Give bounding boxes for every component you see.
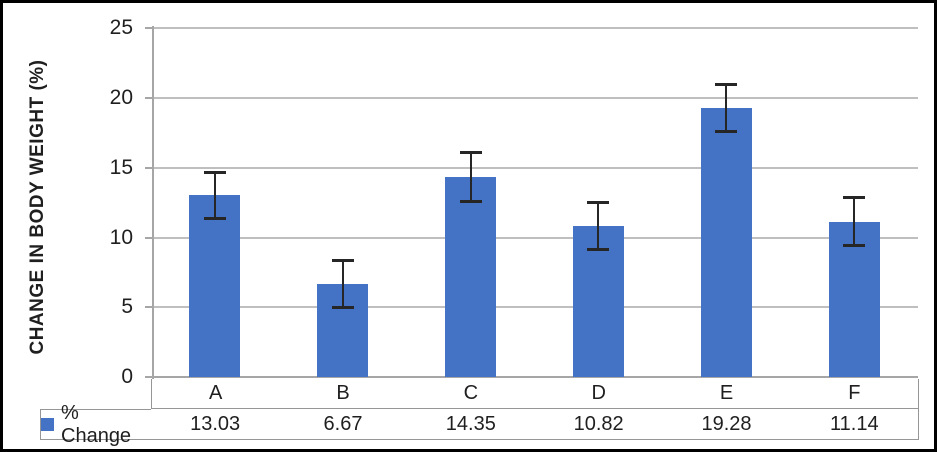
error-bar-cap-bottom	[459, 199, 482, 203]
y-tick-label: 0	[121, 365, 133, 388]
bar	[445, 176, 497, 377]
error-bar-cap-bottom	[587, 247, 610, 251]
y-axis-title: CHANGE IN BODY WEIGHT (%)	[27, 59, 48, 355]
bar	[700, 108, 752, 377]
error-bar-line	[469, 151, 472, 202]
error-bar-cap-bottom	[331, 306, 354, 310]
category-cell: F	[790, 379, 920, 409]
y-axis-tick	[145, 166, 153, 169]
legend-color-swatch-icon	[41, 418, 54, 431]
error-bar-cap-bottom	[715, 130, 738, 134]
category-cell: D	[534, 379, 664, 409]
error-bar-line	[853, 197, 856, 246]
bar	[572, 226, 624, 377]
category-cell: A	[151, 379, 281, 409]
y-axis-tick	[145, 27, 153, 30]
error-bar-cap-top	[715, 82, 738, 86]
error-bar-cap-top	[459, 150, 482, 154]
gridline	[153, 97, 918, 99]
gridline	[153, 236, 918, 239]
bar	[189, 195, 241, 377]
y-tick-label: 25	[109, 16, 133, 40]
y-tick-label: 20	[109, 86, 133, 109]
category-cell: E	[662, 379, 792, 409]
error-bar-cap-top	[331, 258, 354, 262]
value-cell: 14.35	[406, 409, 536, 440]
legend-cell: % Change	[40, 402, 153, 447]
bar	[828, 221, 880, 377]
y-tick-label: 5	[121, 295, 133, 319]
y-tick-label: 10	[109, 225, 133, 249]
value-cell: 11.14	[790, 409, 920, 440]
error-bar-cap-top	[587, 201, 610, 205]
x-axis-line	[145, 376, 918, 378]
error-bar-line	[597, 202, 600, 250]
gridline	[153, 306, 918, 309]
value-cell: 10.82	[534, 409, 664, 440]
category-cell: C	[406, 379, 536, 409]
gridline	[153, 27, 918, 30]
error-bar-line	[725, 83, 728, 133]
value-cell: 6.67	[278, 409, 409, 440]
category-cell: B	[278, 379, 409, 409]
value-cell: 13.03	[151, 409, 281, 440]
error-bar-cap-bottom	[843, 244, 866, 247]
error-bar-line	[341, 259, 344, 309]
legend-series-label: % Change	[61, 401, 132, 447]
error-bar-line	[213, 171, 216, 219]
value-cell: 19.28	[662, 409, 792, 440]
y-axis-line	[152, 26, 154, 384]
error-bar-cap-top	[203, 170, 226, 174]
error-bar-cap-bottom	[203, 216, 226, 220]
y-tick-label: 15	[109, 155, 133, 179]
y-axis-tick	[145, 306, 153, 309]
y-axis-tick	[145, 97, 153, 99]
error-bar-cap-top	[843, 196, 866, 200]
y-axis-tick	[145, 236, 153, 239]
gridline	[153, 166, 918, 169]
